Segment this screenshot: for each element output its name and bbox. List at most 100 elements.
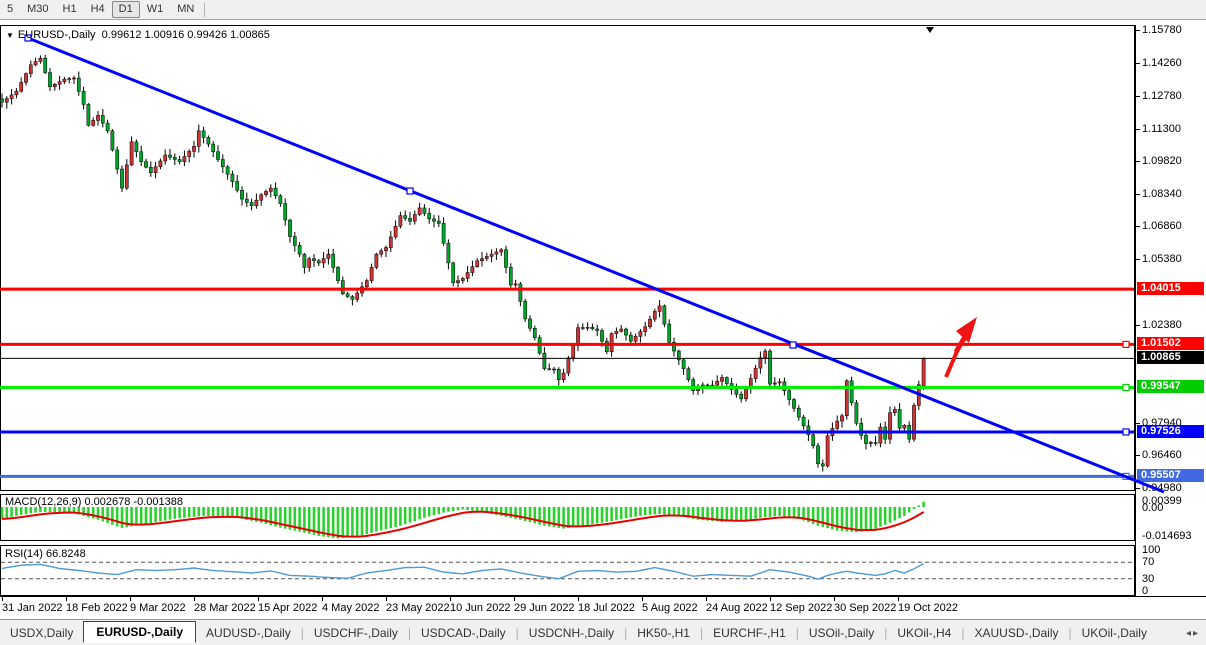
macd-signal-line [1, 510, 925, 538]
macd-chart-canvas[interactable] [0, 494, 1135, 541]
candle [33, 61, 38, 66]
candle [667, 323, 672, 343]
candle [91, 120, 96, 126]
candle [384, 247, 388, 252]
candle [0, 98, 4, 103]
candle [811, 434, 816, 446]
candle [115, 149, 120, 170]
candle [864, 435, 868, 444]
candle [825, 435, 830, 467]
candle [840, 415, 844, 422]
date-label: 12 Sep 2022 [770, 602, 833, 614]
candle [763, 350, 768, 358]
candle [609, 333, 614, 352]
candle [177, 159, 182, 162]
candle [336, 267, 340, 281]
time-axis: 31 Jan 2022 18 Feb 2022 9 Mar 2022 28 Mar 2… [0, 596, 1206, 619]
chart-tab-usdcnh-daily[interactable]: USDCNH-,Daily [528, 626, 615, 640]
candle [144, 161, 148, 168]
candle [48, 72, 52, 88]
candle [460, 278, 465, 281]
chart-dropdown-icon[interactable]: ▼ [6, 31, 14, 40]
candle [350, 296, 355, 300]
date-tick [706, 597, 707, 601]
hline-handle[interactable] [1122, 383, 1130, 392]
chart-tab-bar: USDX,Daily EURUSD-,Daily AUDUSD-,Daily | USD… [0, 619, 1206, 645]
candle [849, 380, 854, 404]
candle [892, 409, 897, 413]
chart-tab-usdchf-daily[interactable]: USDCHF-,Daily [313, 626, 398, 640]
timeframe-button-w1[interactable]: W1 [146, 3, 164, 15]
chart-title: ▼ EURUSD-,Daily 0.99612 1.00916 0.99426 1… [6, 29, 270, 41]
candle [734, 389, 739, 395]
timeframe-button-d1[interactable]: D1 [111, 1, 140, 18]
candle [571, 345, 576, 359]
timeframe-button-h1[interactable]: H1 [62, 3, 77, 15]
candle [326, 253, 331, 259]
chart-tab-eurchf-h1[interactable]: EURCHF-,H1 [713, 626, 786, 640]
candle [590, 327, 595, 330]
candle [518, 283, 523, 302]
candle [816, 445, 820, 465]
timeframe-button-m5[interactable]: 5 [7, 3, 14, 15]
date-label: 24 Aug 2022 [706, 602, 768, 614]
rsi-line [1, 562, 924, 580]
toolbar-separator [204, 2, 206, 17]
chart-tab-hk50-h1[interactable]: HK50-,H1 [637, 626, 690, 640]
candle [475, 260, 480, 267]
candle [307, 258, 312, 268]
candle [393, 226, 398, 238]
tab-separator: | [300, 626, 304, 640]
date-label: 15 Apr 2022 [258, 602, 318, 614]
candle [739, 393, 744, 400]
price-tick [1136, 96, 1140, 98]
chart-tab-usdx-daily[interactable]: USDX,Daily [10, 626, 74, 640]
candle [436, 220, 441, 224]
chart-symbol-period: EURUSD-,Daily [17, 29, 96, 41]
price-tick [1136, 422, 1140, 424]
chart-tab-ukoil-daily[interactable]: UKOil-,Daily [1081, 626, 1147, 640]
rsi-axis-label: 30 [1142, 573, 1155, 585]
hline-handle[interactable] [1122, 428, 1130, 436]
timeframe-button-m30[interactable]: M30 [27, 3, 49, 15]
chart-tab-audusd-daily[interactable]: AUDUSD-,Daily [206, 626, 291, 640]
chart-tab-ukoil-h4[interactable]: UKOil-,H4 [897, 626, 952, 640]
chart-ohlc-values: 0.99612 1.00916 0.99426 1.00865 [101, 29, 270, 41]
tab-separator: | [699, 626, 704, 640]
candle [897, 409, 902, 429]
price-tick [1136, 30, 1140, 31]
chart-tab-usoil-daily[interactable]: USOil-,Daily [808, 626, 875, 640]
rsi-axis-label: 0 [1142, 585, 1149, 597]
candle [720, 377, 724, 382]
timeframe-button-h4[interactable]: H4 [90, 3, 105, 15]
tab-scroll-right-icon[interactable]: ▸ [1192, 627, 1200, 639]
chart-tab-eurusd-daily[interactable]: EURUSD-,Daily [83, 621, 197, 643]
hline-handle[interactable] [1122, 340, 1130, 349]
candlestick-chart-canvas[interactable] [0, 25, 1135, 491]
candle [504, 249, 508, 268]
chart-shift-marker-icon[interactable] [926, 27, 934, 33]
candle [638, 331, 643, 337]
candle [288, 219, 292, 237]
macd-axis-label: -0.014693 [1142, 530, 1192, 542]
tab-scroll-left-icon[interactable]: ◂ [1185, 627, 1193, 639]
candle [427, 213, 432, 220]
tab-separator: | [407, 626, 411, 640]
candle [110, 130, 115, 151]
candle [772, 382, 777, 385]
chart-tab-xauusd-daily[interactable]: XAUUSD-,Daily [974, 626, 1059, 640]
date-label: 23 May 2022 [386, 602, 450, 614]
price-axis: 1.15780 1.14260 1.12780 1.11300 1.09820 1.083… [1135, 24, 1206, 597]
hline-handle[interactable] [1122, 472, 1130, 481]
price-tick [1136, 325, 1140, 327]
price-tick [1136, 63, 1140, 65]
chart-tab-usdcad-daily[interactable]: USDCAD-,Daily [420, 626, 506, 640]
candle [657, 305, 662, 312]
candle [921, 358, 926, 387]
rsi-chart-canvas[interactable] [0, 545, 1135, 596]
candle [542, 352, 547, 369]
timeframe-button-mn[interactable]: MN [177, 3, 195, 15]
candle [139, 151, 144, 162]
rsi-indicator-pane[interactable] [0, 545, 1135, 596]
